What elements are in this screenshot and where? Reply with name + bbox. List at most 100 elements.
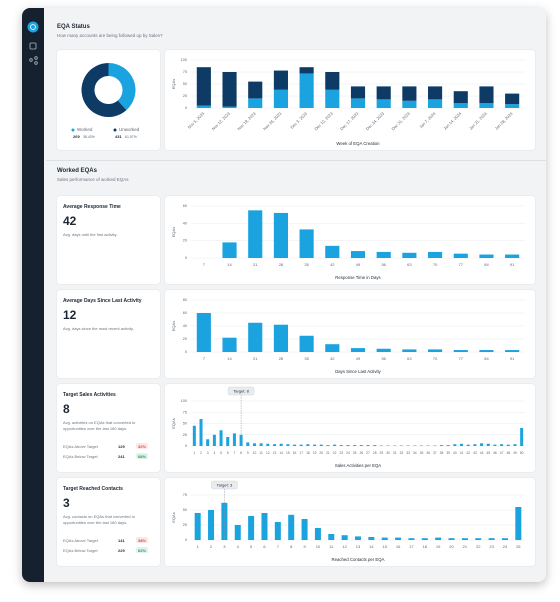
bar — [350, 98, 366, 108]
nav-icon[interactable] — [29, 42, 37, 50]
x-tick-label: Dec 17, 2023 — [339, 110, 360, 131]
bar — [402, 349, 417, 352]
bar — [221, 502, 228, 540]
x-tick-label: 32 — [400, 451, 404, 455]
bar — [248, 210, 263, 258]
bar — [453, 350, 468, 352]
x-tick-label: 1 — [193, 451, 195, 455]
x-tick-label: 19 — [313, 451, 317, 455]
bar — [252, 443, 256, 446]
x-tick-label: 50 — [520, 451, 524, 455]
x-axis-label: Sales Activities per EQA — [335, 463, 381, 468]
bar — [479, 254, 494, 258]
card-title: Average Response Time — [63, 204, 121, 210]
bar — [493, 444, 497, 446]
kpi-value: 8 — [63, 402, 70, 416]
bar — [350, 348, 366, 352]
card: Target Reached Contacts 3 Avg. contacts on… — [57, 478, 160, 566]
x-tick-label: Jan 7, 2024 — [418, 110, 437, 129]
bar — [326, 445, 330, 446]
x-tick-label: 84 — [484, 262, 489, 267]
nav-icon-active[interactable] — [27, 21, 39, 33]
bar — [325, 245, 340, 258]
legend-count: 431 — [115, 134, 122, 139]
bar — [299, 73, 314, 108]
bar — [376, 251, 391, 258]
x-tick-label: 22 — [476, 544, 481, 549]
y-axis-label: EQAs — [171, 79, 176, 89]
x-tick-label: 33 — [406, 451, 410, 455]
bar — [354, 536, 362, 540]
card: 0 25 50 75 100 EQAs Sales Activities per EQA 1 2… — [165, 384, 535, 472]
x-tick-label: 20 — [449, 544, 454, 549]
y-tick-label: 0 — [185, 444, 187, 448]
x-tick-label: 49 — [356, 262, 361, 267]
bar — [192, 425, 196, 446]
row-label: EQAs Below Target — [63, 548, 98, 553]
bar — [212, 434, 216, 446]
y-tick-label: 0 — [185, 350, 187, 354]
y-tick-label: 50 — [183, 82, 187, 86]
bar — [428, 86, 443, 100]
x-tick-label: 39 — [446, 451, 450, 455]
row-label: EQAs Above Target — [63, 444, 98, 449]
x-tick-label: 13 — [273, 451, 277, 455]
x-tick-label: Nov 5, 2023 — [187, 110, 206, 129]
x-tick-label: 23 — [339, 451, 343, 455]
x-tick-label: 25 — [353, 451, 357, 455]
bar — [373, 445, 377, 446]
x-tick-label: 30 — [386, 451, 390, 455]
bar — [222, 72, 237, 107]
x-tick-label: 3 — [207, 451, 209, 455]
card: Average Days Since Last Activity 12 Avg. d… — [57, 290, 160, 378]
bar — [381, 537, 388, 540]
bar — [325, 72, 340, 90]
x-tick-label: 24 — [346, 451, 350, 455]
bar — [513, 444, 517, 446]
card: Average Response Time 42 Avg. days until t… — [57, 196, 160, 284]
row-label: EQAs Below Target — [63, 454, 98, 459]
x-tick-label: 17 — [409, 544, 414, 549]
y-tick-label: 100 — [181, 399, 187, 403]
x-axis-label: Days Since Last Activity — [335, 369, 381, 374]
x-tick-label: 8 — [290, 544, 293, 549]
x-tick-label: 10 — [316, 544, 321, 549]
y-tick-label: 25 — [183, 94, 187, 98]
x-tick-label: 5 — [250, 544, 253, 549]
bar — [286, 444, 290, 446]
x-tick-label: 49 — [513, 451, 517, 455]
bar — [248, 98, 263, 108]
donut-slice — [81, 63, 127, 117]
bar — [505, 93, 520, 105]
x-tick-label: 6 — [263, 544, 266, 549]
nav-icon[interactable] — [29, 58, 33, 62]
target-label: Target: 8 — [233, 388, 249, 393]
legend-swatch — [71, 128, 75, 132]
y-tick-label: 75 — [183, 70, 187, 74]
target-row: EQAs Above Target 129 32% — [63, 443, 153, 452]
y-tick-label: 80 — [183, 298, 187, 302]
x-tick-label: 4 — [237, 544, 240, 549]
y-tick-label: 20 — [183, 239, 187, 243]
x-tick-label: 46 — [493, 451, 497, 455]
bar — [479, 103, 494, 108]
row-count: 241 — [118, 454, 125, 459]
y-axis-label: EQAs — [171, 227, 176, 237]
x-tick-label: 35 — [420, 451, 424, 455]
bar — [428, 349, 443, 352]
bar — [279, 443, 283, 446]
x-tick-label: 44 — [480, 451, 484, 455]
x-tick-label: 40 — [453, 451, 457, 455]
bar — [475, 538, 482, 540]
y-tick-label: 20 — [183, 337, 187, 341]
bar — [222, 242, 237, 258]
x-tick-label: Nov 19, 2023 — [236, 110, 257, 131]
y-tick-label: 0 — [185, 106, 187, 110]
y-tick-label: 60 — [183, 311, 187, 315]
legend-label: Unworked — [119, 127, 140, 132]
x-tick-label: 84 — [484, 356, 489, 361]
x-tick-label: 17 — [299, 451, 303, 455]
x-tick-label: 56 — [381, 262, 386, 267]
bar — [328, 534, 335, 540]
x-tick-label: 24 — [503, 544, 508, 549]
